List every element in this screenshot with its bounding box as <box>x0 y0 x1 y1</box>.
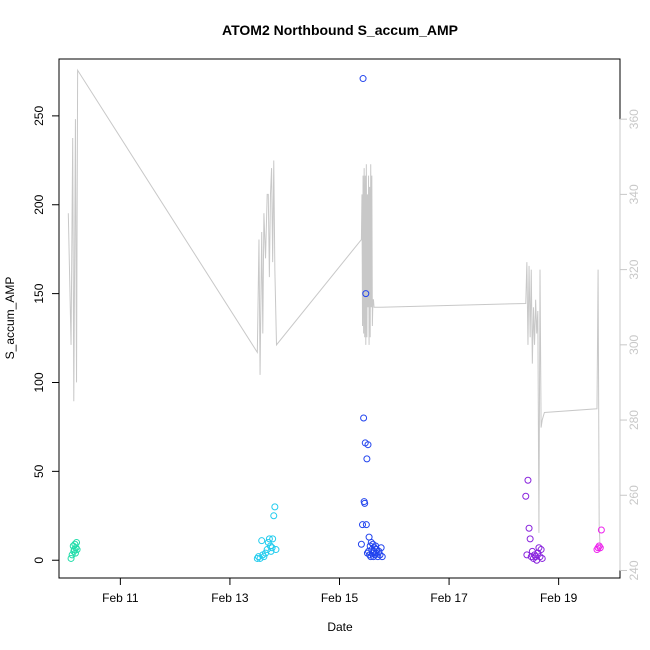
data-point <box>529 554 537 562</box>
data-point <box>594 544 602 552</box>
data-point <box>593 546 601 554</box>
y-tick-label: 250 <box>32 106 46 126</box>
data-point <box>258 537 266 545</box>
y-tick-label: 150 <box>32 283 46 303</box>
data-point <box>72 544 80 552</box>
data-point <box>376 551 384 559</box>
data-point <box>360 414 368 422</box>
x-tick-label: Feb 11 <box>102 591 139 605</box>
line-series-path <box>67 68 601 552</box>
data-point <box>537 546 545 554</box>
data-point <box>535 544 543 552</box>
data-point <box>272 546 280 554</box>
y2-tick-label: 240 <box>627 560 641 580</box>
data-point <box>538 554 546 562</box>
y-axis-left: 0 50 100 150 200 250 <box>32 106 60 564</box>
chart-title: ATOM2 Northbound S_accum_AMP <box>222 22 458 38</box>
data-point <box>523 551 531 559</box>
data-point <box>260 553 268 561</box>
data-point <box>268 544 276 552</box>
data-point <box>271 503 279 511</box>
y2-tick-label: 280 <box>627 410 641 430</box>
data-point <box>73 546 81 554</box>
x-axis-label: Date <box>327 620 353 634</box>
data-point <box>536 553 544 561</box>
data-point <box>363 455 371 463</box>
x-tick-label: Feb 13 <box>211 591 249 605</box>
y2-tick-label: 300 <box>627 334 641 354</box>
data-point <box>522 492 530 500</box>
y-tick-label: 0 <box>32 557 46 564</box>
data-point <box>70 546 78 554</box>
y-tick-label: 200 <box>32 194 46 214</box>
x-tick-label: Feb 15 <box>321 591 359 605</box>
y-axis-label: S_accum_AMP <box>3 277 17 360</box>
data-point <box>359 75 367 83</box>
data-point <box>364 441 372 449</box>
data-point <box>597 526 605 534</box>
data-point <box>532 553 540 561</box>
data-point <box>269 535 277 543</box>
line-series-layer <box>67 68 601 552</box>
data-point <box>265 535 273 543</box>
x-tick-label: Feb 17 <box>430 591 468 605</box>
data-point <box>524 476 532 484</box>
x-axis: Feb 11 Feb 13 Feb 15 Feb 17 Feb 19 <box>102 577 578 605</box>
data-point <box>73 538 81 546</box>
data-point <box>367 538 375 546</box>
y-tick-label: 50 <box>32 464 46 478</box>
data-point <box>373 546 381 554</box>
y2-tick-label: 340 <box>627 184 641 204</box>
data-point <box>357 540 365 548</box>
data-point <box>362 521 370 529</box>
data-point <box>362 290 370 298</box>
data-point <box>526 535 534 543</box>
data-point <box>596 544 604 552</box>
data-point <box>359 521 367 529</box>
y-tick-label: 100 <box>32 372 46 392</box>
data-point <box>525 524 533 532</box>
y-axis-right: 240 260 280 300 320 340 360 <box>619 109 641 580</box>
data-point <box>67 554 75 562</box>
x-tick-label: Feb 19 <box>540 591 578 605</box>
data-point <box>367 553 375 561</box>
data-point <box>264 538 272 546</box>
y2-tick-label: 360 <box>627 109 641 129</box>
data-point <box>374 553 382 561</box>
data-point <box>270 512 278 520</box>
data-point <box>253 554 261 562</box>
data-point <box>267 547 275 555</box>
data-point <box>595 542 603 550</box>
y2-tick-label: 260 <box>627 485 641 505</box>
data-point <box>527 553 535 561</box>
data-point <box>378 553 386 561</box>
data-point <box>266 542 274 550</box>
data-point <box>375 547 383 555</box>
y2-tick-label: 320 <box>627 259 641 279</box>
data-point <box>361 499 369 507</box>
data-point <box>377 544 385 552</box>
data-point <box>71 549 79 557</box>
data-point <box>254 553 262 561</box>
scatter-points-layer <box>67 75 605 564</box>
